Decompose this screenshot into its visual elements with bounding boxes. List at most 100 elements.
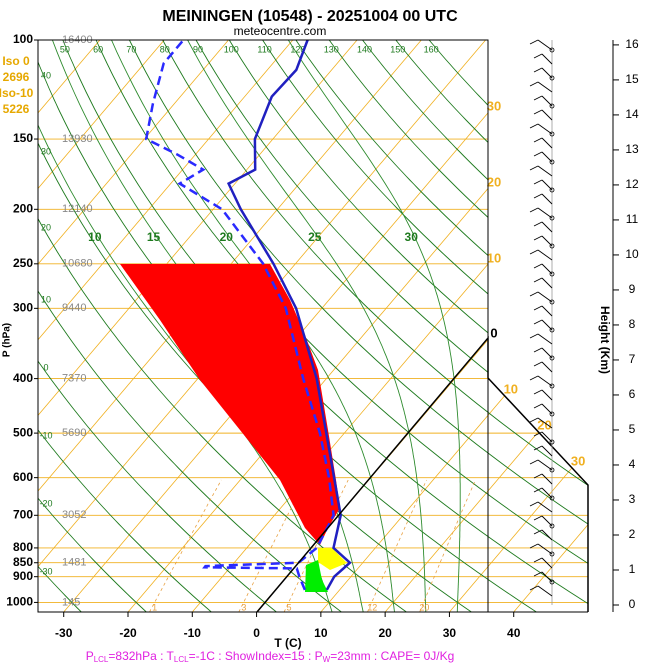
y2-tick-label: 14: [625, 107, 639, 121]
dry-adiabat-label: 130: [324, 44, 339, 54]
barb-feather: [529, 39, 539, 45]
freezing-level-value: 2696: [3, 70, 30, 84]
moist-adiabat-label: 25: [308, 230, 322, 244]
dry-adiabat: [162, 40, 588, 612]
barb-feather: [529, 165, 539, 171]
footer-part: LCL: [174, 655, 189, 664]
barb-feather: [533, 67, 543, 73]
freezing-level-label: Iso-10: [0, 86, 34, 100]
moist-adiabat-label: 20: [220, 230, 234, 244]
y2-tick-label: 10: [625, 247, 639, 261]
barb-feather: [533, 109, 543, 115]
barb-shaft: [537, 165, 553, 177]
footer-part: =-1C : ShowIndex=15 : P: [189, 649, 323, 663]
y-tick-label: 200: [13, 201, 33, 215]
mixing-ratio-label: 1: [152, 602, 157, 612]
barb-feather: [533, 473, 543, 479]
x-tick-label: 20: [378, 626, 392, 640]
y-tick-label: 150: [13, 131, 33, 145]
barb-station: [549, 495, 555, 501]
dry-adiabat-label: 60: [93, 44, 103, 54]
isotherm-label: 10: [504, 381, 518, 396]
cape-area: [120, 264, 340, 545]
dry-adiabat: [38, 40, 472, 612]
dry-adiabat-label: 100: [224, 44, 239, 54]
isotherm-grid-line: [63, 40, 551, 612]
barb-station: [549, 355, 555, 361]
barb-feather: [529, 459, 539, 465]
dewpoint-line: [144, 39, 335, 591]
y2-tick-label: 5: [629, 422, 636, 436]
moist-adiabat-label: 15: [147, 230, 161, 244]
isotherm-grid-line: [449, 40, 588, 612]
chart-subtitle: meteocentre.com: [234, 24, 327, 38]
y2-tick-label: 0: [629, 597, 636, 611]
y-tick-label: 900: [13, 569, 33, 583]
barb-feather: [533, 193, 543, 199]
barb-shaft: [541, 557, 553, 569]
chart-title: MEININGEN (10548) - 20251004 00 UTC: [162, 8, 458, 25]
moist-area: [305, 560, 328, 592]
barb-feather: [533, 403, 543, 409]
barb-feather: [533, 347, 543, 353]
barb-station: [549, 523, 555, 529]
height-label: 12140: [62, 203, 93, 215]
barb-feather: [529, 375, 539, 381]
x-tick-label: 0: [253, 626, 260, 640]
temperature-line: [226, 39, 352, 591]
x-tick-label: 40: [507, 626, 521, 640]
barb-shaft: [537, 501, 553, 513]
isotherm-label: 20: [487, 174, 501, 189]
footer-part: =23mm : CAPE= 0J/Kg: [330, 649, 454, 663]
height-label: 5690: [62, 427, 86, 439]
barb-feather: [533, 319, 543, 325]
barb-shaft: [541, 109, 553, 121]
barb-feather: [533, 445, 543, 451]
barb-shaft: [537, 81, 553, 93]
mixing-ratio-label: 20: [419, 602, 429, 612]
barb-station: [549, 327, 555, 333]
footer: PLCL=832hPa : TLCL=-1C : ShowIndex=15 : …: [86, 649, 455, 664]
barb-feather: [529, 81, 539, 87]
barb-shaft: [541, 277, 553, 289]
moist-adiabat-label: 10: [88, 230, 102, 244]
barb-station: [549, 47, 555, 53]
barb-feather: [529, 207, 539, 213]
barb-station: [549, 75, 555, 81]
dry-adiabat-label: 160: [424, 44, 439, 54]
y2-tick-label: 11: [626, 212, 639, 226]
isotherm-label: 30: [487, 98, 501, 113]
barb-shaft: [541, 137, 553, 149]
barb-station: [549, 243, 555, 249]
mixing-ratio-line: [238, 479, 306, 612]
y2-axis-label: Height (Km): [598, 306, 612, 374]
height-label: 1481: [62, 557, 86, 569]
isotherm: [38, 40, 358, 612]
y2-tick-label: 8: [629, 317, 636, 331]
barb-station: [549, 299, 555, 305]
barb-station: [549, 383, 555, 389]
barb-feather: [533, 95, 543, 101]
barb-station: [549, 131, 555, 137]
barb-shaft: [541, 473, 553, 485]
barb-shaft: [541, 193, 553, 205]
dry-adiabat-label: 70: [126, 44, 136, 54]
dry-adiabat: [228, 40, 588, 612]
barb-feather: [533, 529, 543, 535]
barb-shaft: [537, 585, 553, 597]
barb-shaft: [537, 459, 553, 471]
dry-adiabat-label: 20: [41, 222, 51, 232]
dry-adiabat-label: 120: [290, 44, 305, 54]
mixing-ratio-label: 12: [367, 602, 377, 612]
y-tick-label: 1000: [6, 595, 33, 609]
barb-shaft: [541, 53, 553, 65]
y2-tick-label: 13: [625, 142, 639, 156]
barb-shaft: [537, 375, 553, 387]
barb-feather: [529, 543, 539, 549]
barb-station: [549, 271, 555, 277]
shaded-areas: [120, 264, 347, 592]
x-tick-label: 30: [443, 626, 457, 640]
barb-feather: [533, 571, 543, 577]
y-tick-label: 400: [13, 371, 33, 385]
isotherm-label: 0: [490, 325, 497, 340]
